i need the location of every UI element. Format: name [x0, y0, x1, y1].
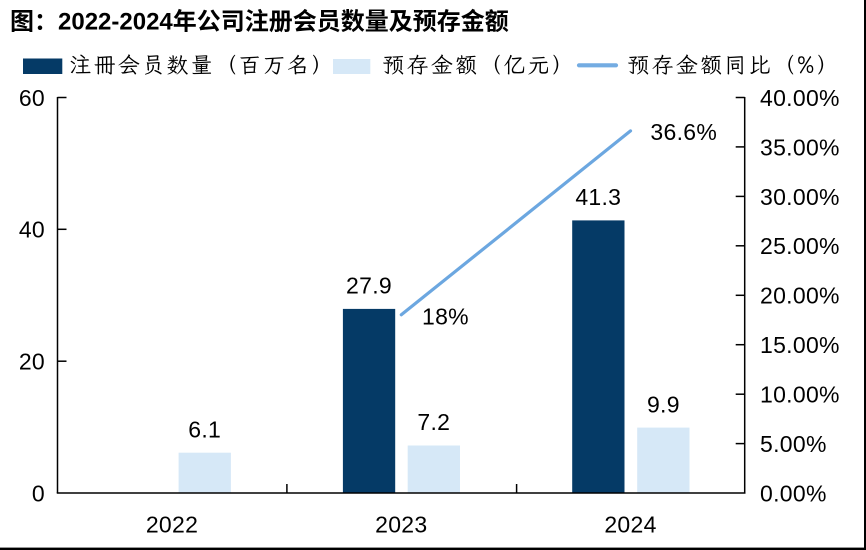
svg-text:2022: 2022 — [146, 511, 198, 537]
svg-text:0.00%: 0.00% — [760, 480, 827, 506]
svg-text:2024: 2024 — [604, 511, 656, 537]
svg-text:35.00%: 35.00% — [760, 134, 840, 160]
svg-text:36.6%: 36.6% — [650, 119, 717, 145]
svg-text:9.9: 9.9 — [647, 391, 680, 417]
svg-text:15.00%: 15.00% — [760, 332, 840, 358]
svg-text:10.00%: 10.00% — [760, 382, 840, 408]
svg-text:60: 60 — [19, 85, 45, 111]
svg-text:20.00%: 20.00% — [760, 283, 840, 309]
svg-text:7.2: 7.2 — [417, 409, 450, 435]
svg-text:预存金额（亿元）: 预存金额（亿元） — [383, 51, 577, 80]
svg-text:2023: 2023 — [375, 511, 427, 537]
svg-text:预存金额同比（%）: 预存金额同比（%） — [628, 51, 841, 80]
svg-text:27.9: 27.9 — [346, 273, 392, 299]
svg-text:0: 0 — [32, 480, 45, 506]
svg-text:30.00%: 30.00% — [760, 184, 840, 210]
svg-text:18%: 18% — [422, 303, 469, 329]
svg-text:5.00%: 5.00% — [760, 431, 827, 457]
svg-text:40: 40 — [19, 217, 45, 243]
svg-text:注册会员数量（百万名）: 注册会员数量（百万名） — [70, 51, 336, 80]
svg-text:41.3: 41.3 — [575, 184, 621, 210]
svg-text:40.00%: 40.00% — [760, 85, 840, 111]
svg-text:25.00%: 25.00% — [760, 233, 840, 259]
svg-text:图：2022-2024年公司注册会员数量及预存金额: 图：2022-2024年公司注册会员数量及预存金额 — [10, 8, 509, 36]
svg-text:20: 20 — [19, 349, 45, 375]
svg-text:6.1: 6.1 — [188, 416, 221, 442]
